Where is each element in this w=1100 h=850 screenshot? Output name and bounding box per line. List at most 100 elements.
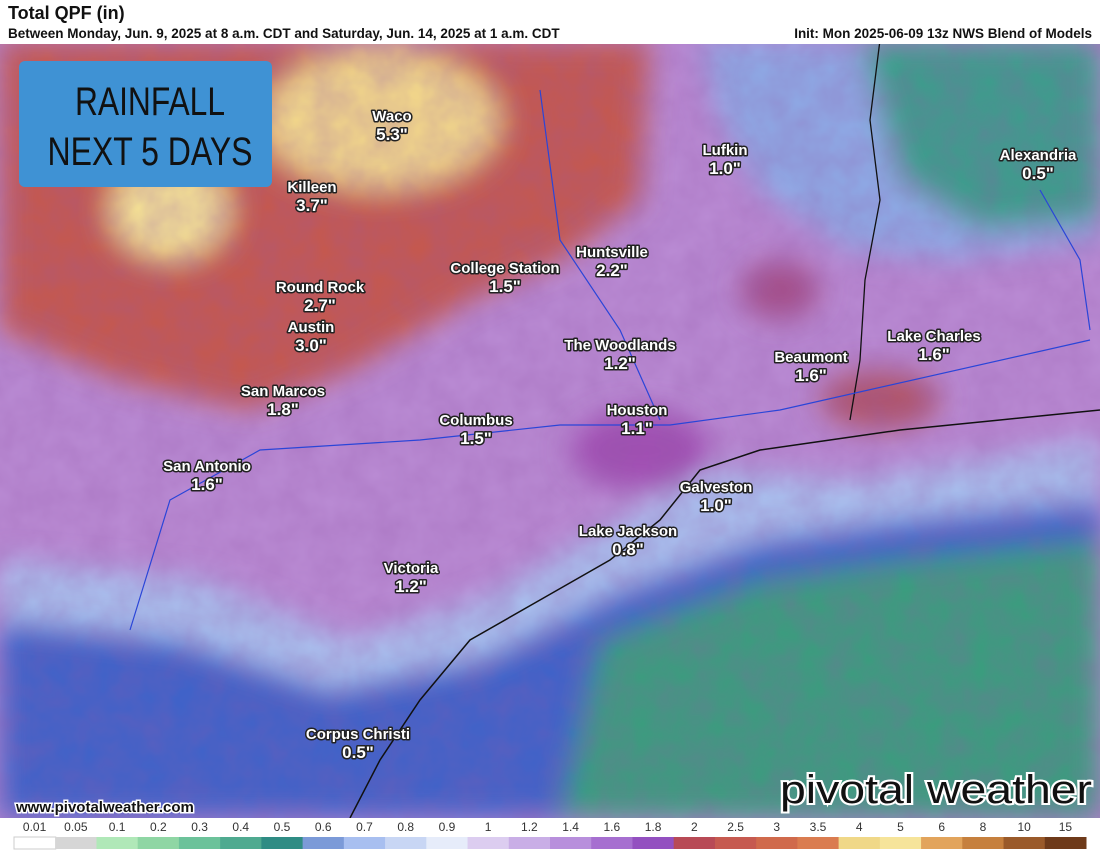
colorbar-swatch bbox=[879, 837, 922, 849]
colorbar-swatch bbox=[673, 837, 716, 849]
colorbar-label: 3.5 bbox=[810, 820, 827, 834]
colorbar-swatch bbox=[921, 837, 963, 849]
city-amount: 0.5" bbox=[1022, 164, 1054, 183]
colorbar-label: 0.4 bbox=[232, 820, 249, 834]
colorbar-swatch bbox=[178, 837, 221, 849]
colorbar-swatch bbox=[426, 837, 469, 849]
city-name: Waco bbox=[372, 108, 411, 125]
colorbar-label: 0.3 bbox=[191, 820, 208, 834]
colorbar-label: 15 bbox=[1059, 820, 1073, 834]
colorbar-label: 4 bbox=[856, 820, 863, 834]
city-name: Lufkin bbox=[703, 142, 748, 159]
colorbar-swatch bbox=[13, 836, 57, 850]
city-name: Galveston bbox=[680, 479, 753, 496]
city-name: Killeen bbox=[287, 179, 336, 196]
colorbar-label: 5 bbox=[897, 820, 904, 834]
city-amount: 1.0" bbox=[700, 496, 732, 515]
city-name: Lake Charles bbox=[887, 328, 980, 345]
colorbar-swatch bbox=[591, 837, 633, 849]
city-amount: 1.1" bbox=[621, 419, 653, 438]
colorbar-swatch bbox=[220, 837, 262, 849]
city-amount: 1.2" bbox=[395, 577, 427, 596]
city-amount: 1.2" bbox=[604, 354, 636, 373]
city-amount: 1.0" bbox=[709, 159, 741, 178]
colorbar-label: 0.2 bbox=[150, 820, 167, 834]
colorbar-swatch bbox=[261, 837, 304, 849]
city-name: Beaumont bbox=[774, 349, 847, 366]
city-amount: 1.5" bbox=[460, 429, 492, 448]
city-amount: 1.6" bbox=[191, 475, 223, 494]
city-amount: 0.5" bbox=[342, 743, 374, 762]
colorbar-label: 0.6 bbox=[315, 820, 332, 834]
colorbar-swatch bbox=[137, 837, 180, 849]
colorbar-label: 10 bbox=[1017, 820, 1031, 834]
city-amount: 1.8" bbox=[267, 400, 299, 419]
city-name: College Station bbox=[450, 260, 559, 277]
colorbar-label: 0.05 bbox=[64, 820, 88, 834]
colorbar-swatch bbox=[467, 837, 510, 849]
colorbar-label: 0.01 bbox=[23, 820, 47, 834]
colorbar-label: 0.9 bbox=[439, 820, 456, 834]
colorbar-label: 0.5 bbox=[274, 820, 291, 834]
colorbar-swatch bbox=[714, 837, 757, 849]
colorbar-label: 0.7 bbox=[356, 820, 373, 834]
badge bbox=[19, 61, 272, 187]
subtitle: Between Monday, Jun. 9, 2025 at 8 a.m. C… bbox=[8, 26, 560, 41]
website: www.pivotalweather.com bbox=[15, 799, 194, 816]
map-field bbox=[0, 44, 1100, 818]
colorbar-label: 0.8 bbox=[397, 820, 414, 834]
city-name: The Woodlands bbox=[564, 337, 675, 354]
colorbar-swatch bbox=[55, 837, 97, 849]
colorbar-label: 3 bbox=[773, 820, 780, 834]
city-name: Alexandria bbox=[1000, 147, 1077, 164]
city-amount: 0.8" bbox=[612, 540, 644, 559]
colorbar-label: 2.5 bbox=[727, 820, 744, 834]
colorbar-swatch bbox=[1003, 837, 1046, 849]
city-name: Victoria bbox=[384, 560, 439, 577]
logo: pivotal weather bbox=[780, 768, 1092, 812]
colorbar-swatch bbox=[96, 837, 139, 849]
badge-line: RAINFALL bbox=[75, 80, 225, 124]
colorbar-swatch bbox=[632, 837, 675, 849]
city-name: Columbus bbox=[439, 412, 512, 429]
colorbar-label: 8 bbox=[980, 820, 987, 834]
colorbar-swatch bbox=[302, 837, 345, 849]
colorbar: 0.01 0.05 0.1 0.2 0.3 0.4 0.5 0.6 0.7 0.8 0.9 1 1.2 1… bbox=[13, 820, 1087, 850]
colorbar-swatch bbox=[550, 837, 592, 849]
colorbar-label: 1.2 bbox=[521, 820, 538, 834]
colorbar-label: 6 bbox=[938, 820, 945, 834]
city-amount: 5.3" bbox=[376, 125, 408, 144]
colorbar-swatch bbox=[343, 837, 386, 849]
city-amount: 1.5" bbox=[489, 277, 521, 296]
colorbar-swatch bbox=[508, 837, 551, 849]
city-name: Corpus Christi bbox=[306, 726, 410, 743]
city-amount: 3.0" bbox=[295, 336, 327, 355]
title: Total QPF (in) bbox=[8, 3, 125, 23]
badge-line: NEXT 5 DAYS bbox=[48, 130, 253, 174]
colorbar-swatch bbox=[385, 837, 427, 849]
city-name: Huntsville bbox=[576, 244, 648, 261]
city-name: Austin bbox=[288, 319, 335, 336]
city-name: San Antonio bbox=[163, 458, 251, 475]
colorbar-label: 1.6 bbox=[604, 820, 621, 834]
colorbar-swatch bbox=[962, 837, 1005, 849]
city-amount: 1.6" bbox=[918, 345, 950, 364]
colorbar-label: 1.8 bbox=[645, 820, 662, 834]
colorbar-label: 1 bbox=[485, 820, 492, 834]
city-amount: 3.7" bbox=[296, 196, 328, 215]
colorbar-swatch bbox=[1044, 837, 1087, 849]
city-name: San Marcos bbox=[241, 383, 325, 400]
colorbar-label: 0.1 bbox=[109, 820, 126, 834]
colorbar-swatch bbox=[756, 837, 798, 849]
colorbar-swatch bbox=[797, 837, 840, 849]
city-name: Round Rock bbox=[276, 279, 365, 296]
colorbar-label: 2 bbox=[691, 820, 698, 834]
city-amount: 2.2" bbox=[596, 261, 628, 280]
city-name: Lake Jackson bbox=[579, 523, 677, 540]
colorbar-label: 1.4 bbox=[562, 820, 579, 834]
city-amount: 2.7" bbox=[304, 296, 336, 315]
colorbar-swatch bbox=[838, 837, 881, 849]
city-name: Houston bbox=[607, 402, 668, 419]
